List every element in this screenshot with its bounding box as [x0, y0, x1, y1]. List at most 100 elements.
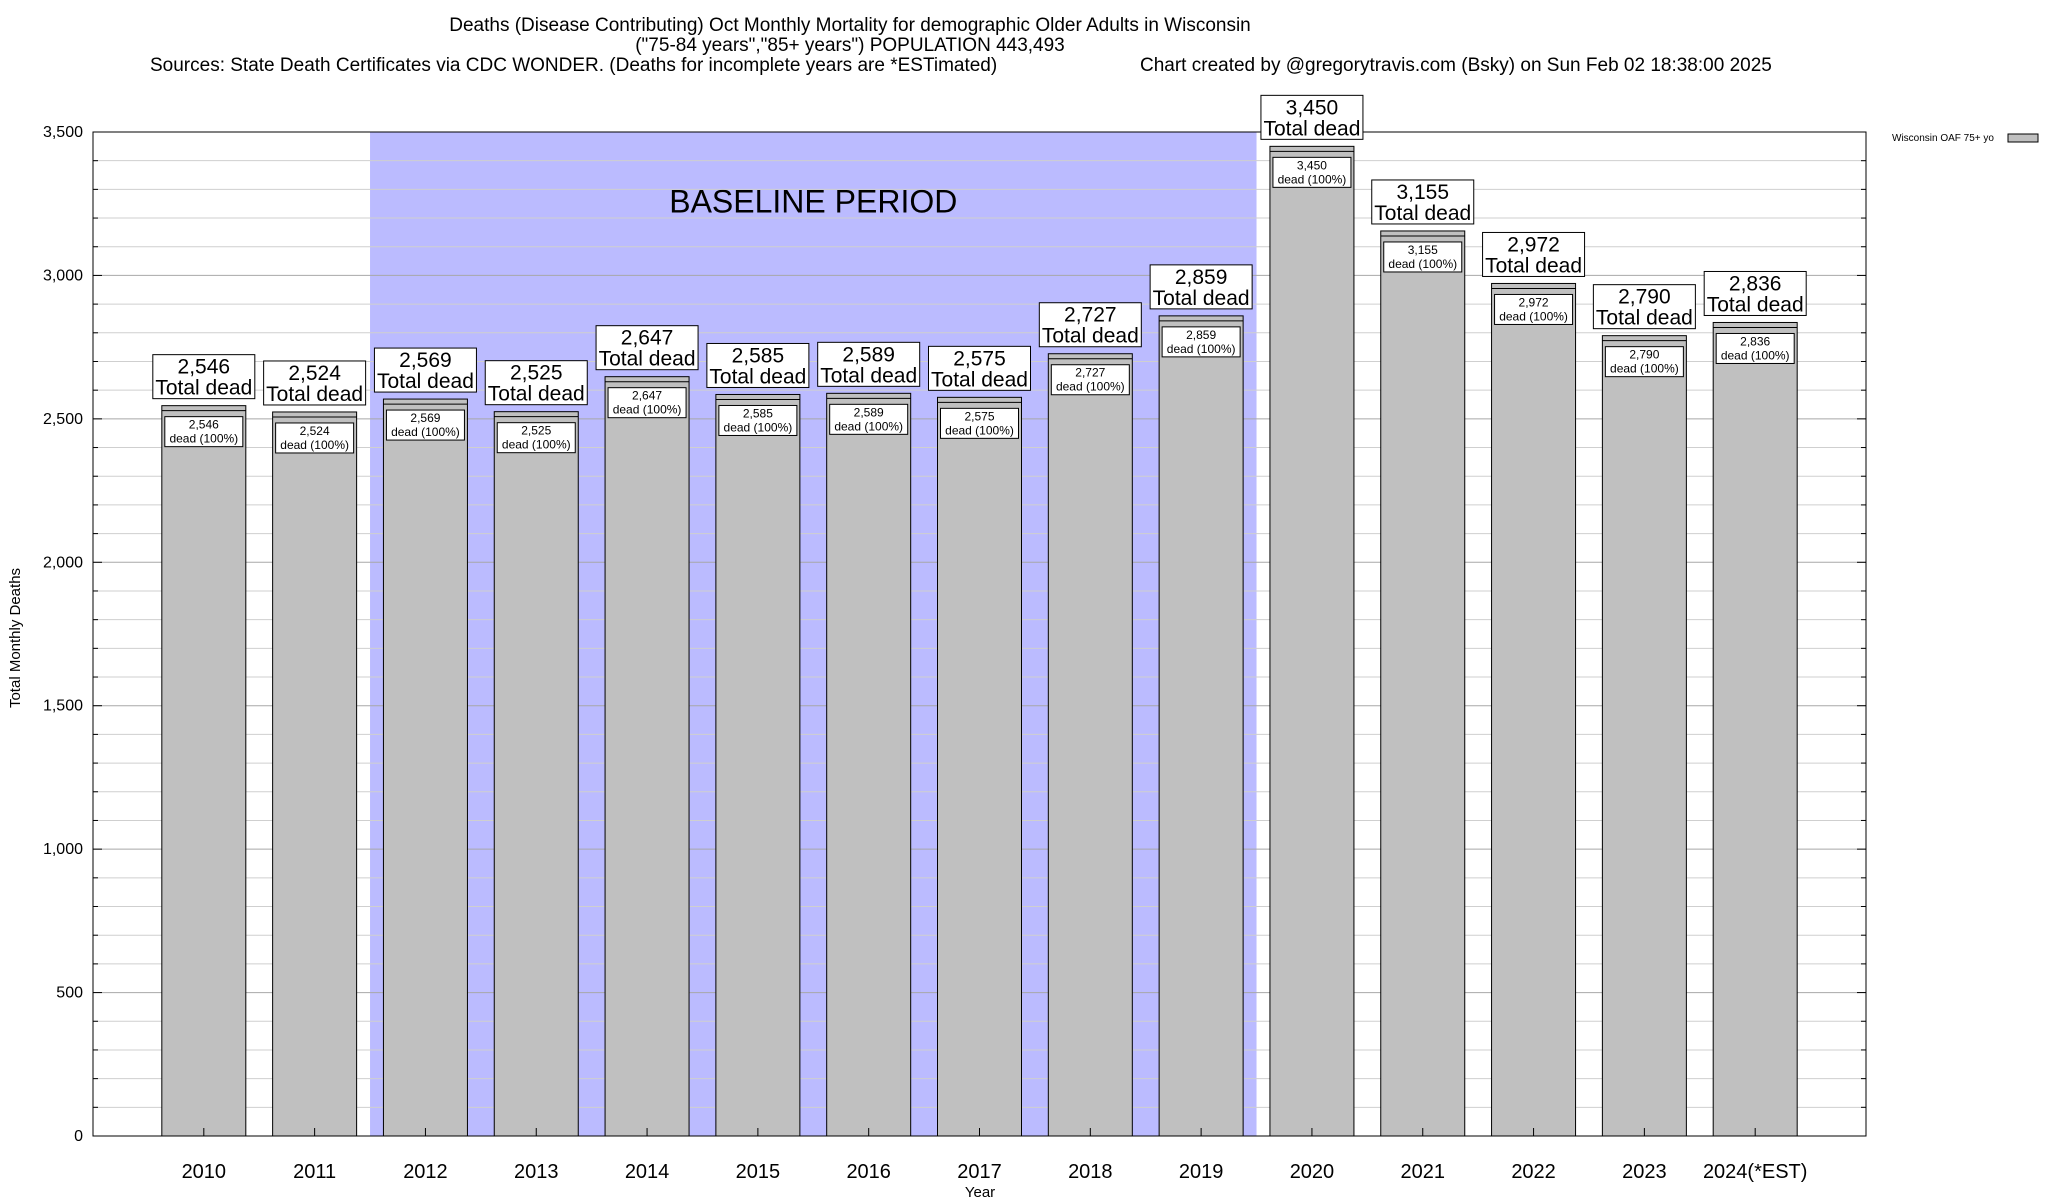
inner-label-box: [1494, 293, 1574, 325]
bar: [1380, 230, 1466, 1137]
inner-value-label: 2,589: [854, 405, 884, 419]
inner-value-label: 3,450: [1297, 158, 1327, 172]
x-tick-label: 2018: [1068, 1161, 1113, 1183]
inner-label-box: [607, 387, 687, 419]
inner-percent-label: dead (100%): [834, 419, 903, 433]
inner-value-label: 2,585: [743, 406, 773, 420]
inner-label-box: [1383, 241, 1463, 273]
inner-percent-label: dead (100%): [1721, 348, 1790, 362]
bar: [1158, 315, 1244, 1137]
total-dead-label: Total dead: [1485, 254, 1582, 277]
bar: [382, 398, 468, 1137]
bar: [1491, 282, 1577, 1137]
y-tick-label: 3,500: [43, 124, 83, 141]
inner-label-box: [829, 403, 909, 435]
y-tick-label: 3,000: [43, 267, 83, 284]
x-tick-label: 2024(*EST): [1703, 1161, 1808, 1183]
x-tick-label: 2020: [1290, 1161, 1335, 1183]
total-dead-label: Total dead: [1042, 325, 1139, 348]
total-value-label: 2,546: [178, 356, 231, 379]
total-label-box: [1149, 264, 1253, 310]
inner-label-box: [1050, 364, 1130, 396]
chart-title-group: Deaths (Disease Contributing) Oct Monthl…: [150, 15, 1772, 76]
inner-percent-label: dead (100%): [1056, 380, 1125, 394]
inner-label-box: [718, 404, 798, 436]
total-dead-label: Total dead: [155, 377, 252, 400]
bar: [272, 411, 358, 1137]
y-tick-label: 2,000: [43, 554, 83, 571]
bar: [826, 392, 912, 1137]
inner-value-label: 2,790: [1629, 348, 1659, 362]
total-dead-label: Total dead: [488, 383, 585, 406]
total-value-label: 2,790: [1618, 286, 1671, 309]
inner-value-label: 2,546: [189, 418, 219, 432]
total-dead-label: Total dead: [377, 370, 474, 393]
total-label-box: [152, 354, 256, 400]
chart-credit: Chart created by @gregorytravis.com (Bsk…: [1140, 55, 1772, 76]
bar: [161, 405, 247, 1137]
x-tick-label: 2023: [1622, 1161, 1667, 1183]
inner-value-label: 3,155: [1408, 243, 1438, 257]
x-tick-label: 2014: [625, 1161, 670, 1183]
total-value-label: 2,525: [510, 362, 563, 385]
inner-label-box: [275, 422, 355, 454]
total-value-label: 2,589: [842, 343, 895, 366]
inner-percent-label: dead (100%): [724, 420, 793, 434]
total-label-box: [1703, 270, 1807, 316]
x-tick-label: 2022: [1511, 1161, 1556, 1183]
inner-percent-label: dead (100%): [613, 403, 682, 417]
total-dead-label: Total dead: [709, 365, 806, 388]
total-label-box: [373, 347, 477, 393]
total-value-label: 2,647: [621, 327, 674, 350]
total-dead-label: Total dead: [820, 364, 917, 387]
y-tick-label: 0: [74, 1128, 83, 1145]
bar: [1601, 335, 1687, 1137]
total-label-box: [595, 325, 699, 371]
baseline-period-label: BASELINE PERIOD: [669, 183, 957, 219]
inner-value-label: 2,647: [632, 389, 662, 403]
inner-percent-label: dead (100%): [945, 423, 1014, 437]
inner-value-label: 2,836: [1740, 334, 1770, 348]
y-tick-label: 500: [56, 985, 83, 1002]
inner-label-box: [496, 422, 576, 454]
x-tick-label: 2017: [957, 1161, 1002, 1183]
inner-value-label: 2,859: [1186, 328, 1216, 342]
total-label-box: [263, 360, 367, 406]
inner-percent-label: dead (100%): [1499, 309, 1568, 323]
total-label-box: [1260, 94, 1364, 140]
total-value-label: 2,727: [1064, 304, 1117, 327]
total-label-box: [484, 360, 588, 406]
total-label-box: [706, 342, 810, 388]
inner-label-box: [1715, 332, 1795, 364]
inner-percent-label: dead (100%): [1278, 172, 1347, 186]
inner-percent-label: dead (100%): [1610, 362, 1679, 376]
total-value-label: 2,575: [953, 347, 1006, 370]
total-label-box: [817, 341, 921, 387]
inner-value-label: 2,972: [1519, 295, 1549, 309]
inner-label-box: [164, 416, 244, 448]
total-label-box: [1038, 302, 1142, 348]
inner-label-box: [940, 407, 1019, 439]
chart-title-line-2: ("75-84 years","85+ years") POPULATION 4…: [635, 35, 1065, 56]
bar: [493, 411, 579, 1137]
inner-percent-label: dead (100%): [391, 425, 460, 439]
inner-label-box: [1272, 156, 1352, 188]
total-value-label: 2,859: [1175, 266, 1228, 289]
inner-value-label: 2,569: [410, 411, 440, 425]
total-value-label: 2,524: [288, 362, 341, 385]
total-value-label: 3,450: [1286, 96, 1339, 119]
total-value-label: 3,155: [1396, 181, 1449, 204]
y-tick-label: 2,500: [43, 411, 83, 428]
inner-value-label: 2,727: [1075, 366, 1105, 380]
total-value-label: 2,569: [399, 349, 452, 372]
inner-percent-label: dead (100%): [280, 438, 349, 452]
chart-sources: Sources: State Death Certificates via CD…: [150, 55, 997, 76]
bar: [1712, 321, 1798, 1137]
total-dead-label: Total dead: [1707, 293, 1804, 316]
bar: [715, 393, 801, 1137]
x-tick-label: 2010: [182, 1161, 227, 1183]
legend-swatch: [2007, 133, 2039, 143]
bar: [1269, 145, 1355, 1137]
x-tick-label: 2015: [736, 1161, 781, 1183]
